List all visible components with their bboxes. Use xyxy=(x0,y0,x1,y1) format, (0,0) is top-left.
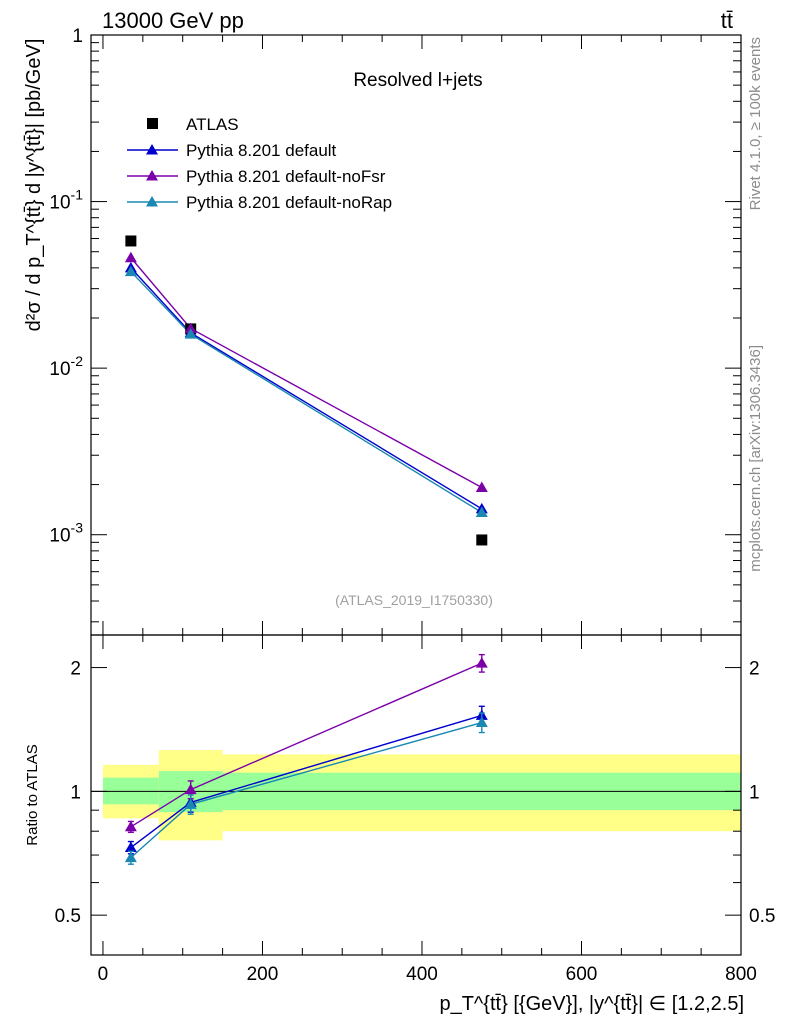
x-tick-label: 400 xyxy=(406,964,438,985)
uncertainty-bands xyxy=(102,750,741,841)
y-tick-label: 10-2 xyxy=(49,353,83,380)
x-axis-label: p_T^{tt̄} [{GeV}], |y^{tt̄}| ∈ [1.2,2.5] xyxy=(439,993,744,1015)
legend-label: Pythia 8.201 default-noRap xyxy=(186,193,392,212)
rivet-version-text: Rivet 4.1.0, ≥ 100k events xyxy=(747,37,764,210)
data-point-atlas xyxy=(476,534,488,546)
ratio-point-pythia-8-201-default-nofsr xyxy=(184,783,197,795)
ratio-y-tick-label: 2 xyxy=(70,659,81,680)
ratio-point-pythia-8-201-default-norap xyxy=(184,798,197,809)
y-tick-label: 10-1 xyxy=(49,187,83,214)
data-point-pythia-8-201-default-nofsr xyxy=(475,481,488,493)
legend-marker-atlas xyxy=(147,118,158,129)
legend: ATLAS Pythia 8.201 default Pythia 8.201 de… xyxy=(127,115,392,212)
data-point-pythia-8-201-default-norap xyxy=(475,506,488,517)
data-point-pythia-8-201-default-nofsr xyxy=(124,251,137,263)
ratio-point-pythia-8-201-default-norap xyxy=(475,716,488,728)
ratio-panel: 0.5 0.5 1 1 2 2 0 200 400 600 800 Ratio to ATLAS p… xyxy=(24,634,775,1015)
x-tick-label: 800 xyxy=(725,964,757,985)
legend-label: Pythia 8.201 default xyxy=(186,141,337,160)
main-series-points xyxy=(124,235,488,546)
series-line-pythia-8-201-default xyxy=(130,267,483,510)
legend-marker-pythia-8-201-default-nofsr xyxy=(146,170,158,181)
ratio-y-tick-label: 1 xyxy=(70,782,81,803)
ratio-frame xyxy=(90,634,742,956)
legend-label: Pythia 8.201 default-noFsr xyxy=(186,167,386,186)
x-tick-label: 600 xyxy=(566,964,598,985)
y-tick-label: 1 xyxy=(72,26,83,47)
ratio-point-pythia-8-201-default xyxy=(124,841,137,853)
ratio-point-pythia-8-201-default-nofsr xyxy=(124,820,137,832)
x-tick-label: 0 xyxy=(98,964,109,985)
main-panel: 1 10-1 10-2 10-3 Resolved l+jets (ATLAS_201… xyxy=(23,26,742,636)
plot-title: Resolved l+jets xyxy=(353,70,482,91)
y-tick-label: 10-3 xyxy=(49,520,83,547)
ratio-y-axis-label: Ratio to ATLAS xyxy=(24,744,41,845)
main-y-axis-label: d²σ / d p_T^{tt̄} d |y^{tt̄}| [pb/GeV] xyxy=(23,39,45,332)
legend-marker-pythia-8-201-default-norap xyxy=(146,196,158,207)
main-axis-ticks: 1 10-1 10-2 10-3 xyxy=(49,26,742,635)
main-series-lines xyxy=(130,257,483,514)
legend-label: ATLAS xyxy=(186,115,239,134)
series-line-pythia-8-201-default-nofsr xyxy=(130,257,483,489)
ratio-point-pythia-8-201-default-norap xyxy=(124,851,137,863)
energy-label: 13000 GeV pp xyxy=(102,8,244,33)
ratio-y-tick-label-right: 0.5 xyxy=(749,906,775,927)
ratio-point-pythia-8-201-default-nofsr xyxy=(475,657,488,668)
data-point-pythia-8-201-default-nofsr xyxy=(184,322,197,333)
ratio-y-tick-label-right: 2 xyxy=(749,659,760,680)
data-point-pythia-8-201-default-norap xyxy=(184,328,197,339)
x-tick-label: 200 xyxy=(247,964,279,985)
legend-marker-pythia-8-201-default xyxy=(146,144,158,155)
ratio-axis-ticks: 0.5 0.5 1 1 2 2 0 200 400 600 800 xyxy=(55,635,775,985)
ratio-y-tick-label: 0.5 xyxy=(55,906,81,927)
mcplots-text: mcplots.cern.ch [arXiv:1306.3436] xyxy=(747,345,764,572)
ratio-y-tick-label-right: 1 xyxy=(749,782,760,803)
ratio-series-points xyxy=(124,653,488,865)
data-point-atlas xyxy=(125,235,137,247)
process-label: tt̄ xyxy=(721,8,733,33)
analysis-id: (ATLAS_2019_I1750330) xyxy=(335,592,493,608)
data-point-pythia-8-201-default-norap xyxy=(124,265,137,277)
